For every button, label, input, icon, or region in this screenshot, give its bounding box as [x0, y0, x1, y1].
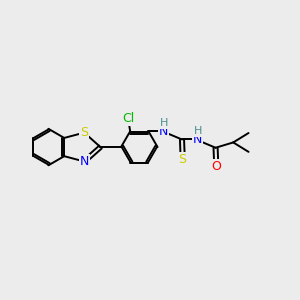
Text: N: N: [80, 155, 89, 168]
Text: H: H: [194, 126, 202, 136]
Text: N: N: [193, 133, 202, 146]
Text: S: S: [80, 126, 88, 139]
Text: S: S: [178, 153, 187, 166]
Text: Cl: Cl: [123, 112, 135, 125]
Text: H: H: [160, 118, 168, 128]
Text: N: N: [159, 125, 168, 138]
Text: O: O: [211, 160, 221, 173]
